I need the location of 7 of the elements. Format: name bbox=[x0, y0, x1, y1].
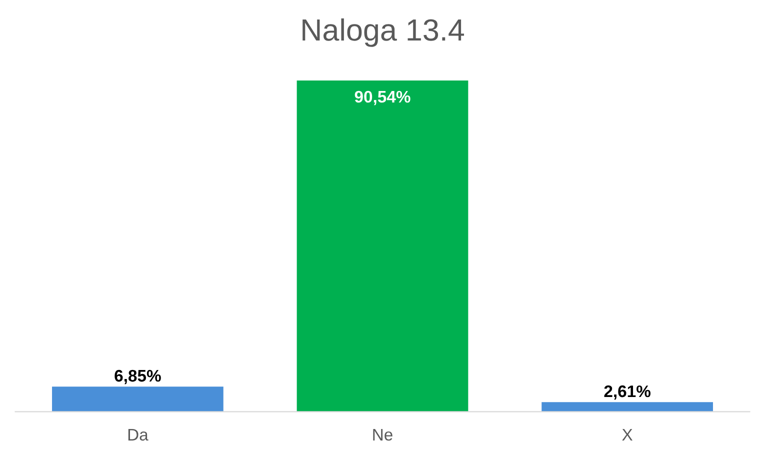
data-label: 6,85% bbox=[114, 370, 161, 384]
data-label: 2,61% bbox=[604, 385, 650, 400]
x-tick-label: Da bbox=[128, 428, 148, 441]
data-label: 90,54% bbox=[354, 90, 410, 106]
x-tick-label: X bbox=[622, 428, 633, 440]
x-tick-label: Ne bbox=[373, 428, 392, 441]
chart-title: Naloga 13.4 bbox=[302, 18, 464, 47]
